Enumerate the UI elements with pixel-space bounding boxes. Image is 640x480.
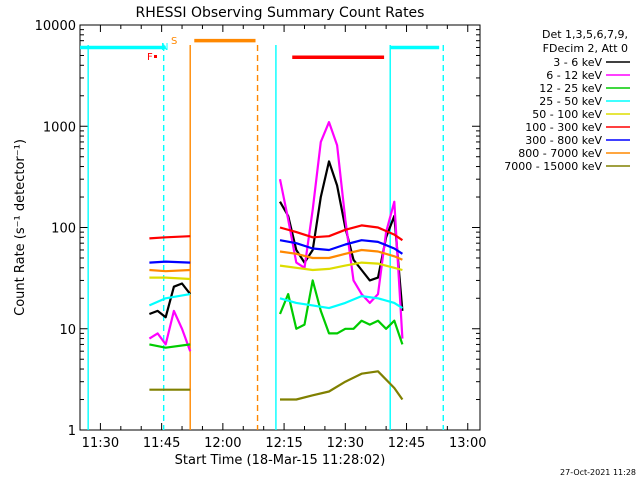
y-tick-label: 1000 <box>43 120 76 135</box>
legend-entry: 300 - 800 keV <box>525 134 602 147</box>
series-line <box>279 239 404 255</box>
legend-entry: 100 - 300 keV <box>525 121 602 134</box>
series-line <box>280 370 404 401</box>
series-line <box>278 120 404 339</box>
flag-label: S <box>171 36 177 47</box>
y-axis-label: Count Rate (s⁻¹ detector⁻¹) <box>13 139 28 316</box>
x-tick-label: 12:45 <box>388 436 425 451</box>
legend-entry: 7000 - 15000 keV <box>504 160 602 173</box>
flag-label: N <box>161 42 168 53</box>
flag-dot <box>154 55 157 58</box>
x-tick-label: 12:00 <box>204 436 241 451</box>
series-line <box>149 260 191 264</box>
chart-title: RHESSI Observing Summary Count Rates <box>136 5 425 21</box>
series-line <box>149 235 191 240</box>
series-line <box>278 279 404 345</box>
legend-entry: 3 - 6 keV <box>553 56 602 69</box>
series-line <box>148 309 192 352</box>
legend-entry: 12 - 25 keV <box>539 82 602 95</box>
y-tick-label: 1 <box>68 424 76 439</box>
flag-label: F <box>147 52 153 63</box>
y-tick-label: 10000 <box>35 19 76 34</box>
footer-timestamp: 27-Oct-2021 11:28 <box>560 468 636 477</box>
legend-entry: 6 - 12 keV <box>546 69 602 82</box>
x-tick-label: 12:30 <box>327 436 364 451</box>
series-line <box>149 282 192 319</box>
legend-entry: 800 - 7000 keV <box>518 147 602 160</box>
series-line <box>149 276 191 281</box>
series-line <box>279 295 403 310</box>
legend-entry: 50 - 100 keV <box>532 108 602 121</box>
x-tick-label: 11:45 <box>143 436 180 451</box>
x-tick-label: 13:00 <box>449 436 486 451</box>
x-tick-label: 11:30 <box>82 436 119 451</box>
legend-header: FDecim 2, Att 0 <box>543 42 628 55</box>
legend-entry: 25 - 50 keV <box>539 95 602 108</box>
x-tick-label: 12:15 <box>265 436 302 451</box>
series-line <box>279 224 404 242</box>
series-line <box>148 293 191 307</box>
series-line <box>149 343 191 349</box>
y-tick-label: 100 <box>51 222 76 237</box>
series-line <box>149 268 191 273</box>
y-tick-label: 10 <box>59 323 76 338</box>
x-axis-label: Start Time (18-Mar-15 11:28:02) <box>175 453 386 468</box>
legend-header: Det 1,3,5,6,7,9, <box>542 28 628 41</box>
series-line <box>279 248 403 261</box>
series-line <box>279 261 403 272</box>
